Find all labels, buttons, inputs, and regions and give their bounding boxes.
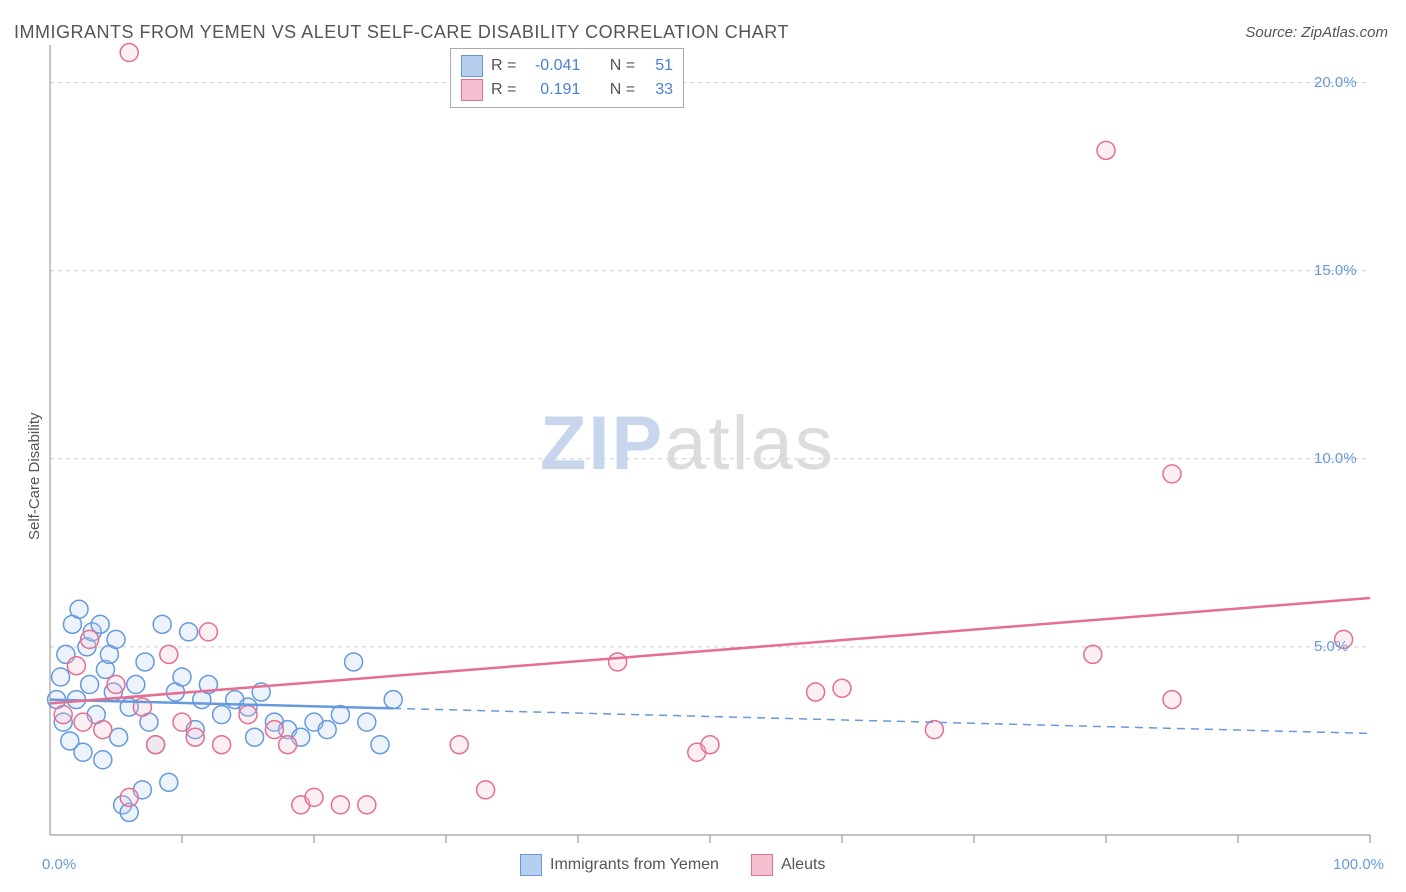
- y-tick: 15.0%: [1314, 262, 1357, 279]
- n-label: N =: [610, 57, 635, 75]
- series-legend: Immigrants from Yemen Aleuts: [520, 854, 825, 876]
- n-value: 33: [643, 81, 673, 99]
- y-tick: 10.0%: [1314, 450, 1357, 467]
- y-tick: 5.0%: [1314, 638, 1348, 655]
- n-label: N =: [610, 81, 635, 99]
- y-tick: 20.0%: [1314, 74, 1357, 91]
- y-axis-label: Self-Care Disability: [26, 412, 43, 540]
- r-value: 0.191: [524, 81, 580, 99]
- n-value: 51: [643, 57, 673, 75]
- legend-item-yemen: Immigrants from Yemen: [520, 854, 719, 876]
- r-value: -0.041: [524, 57, 580, 75]
- legend-label: Aleuts: [781, 856, 825, 874]
- swatch-icon: [751, 854, 773, 876]
- stats-row-yemen: R = -0.041 N = 51: [461, 55, 673, 77]
- stats-legend: R = -0.041 N = 51 R = 0.191 N = 33: [450, 48, 684, 108]
- r-label: R =: [491, 81, 516, 99]
- swatch-icon: [461, 79, 483, 101]
- chart-canvas: [0, 0, 1406, 892]
- swatch-icon: [461, 55, 483, 77]
- stats-row-aleuts: R = 0.191 N = 33: [461, 79, 673, 101]
- x-end-label: 100.0%: [1333, 856, 1384, 873]
- swatch-icon: [520, 854, 542, 876]
- x-start-label: 0.0%: [42, 856, 76, 873]
- legend-item-aleuts: Aleuts: [751, 854, 825, 876]
- r-label: R =: [491, 57, 516, 75]
- legend-label: Immigrants from Yemen: [550, 856, 719, 874]
